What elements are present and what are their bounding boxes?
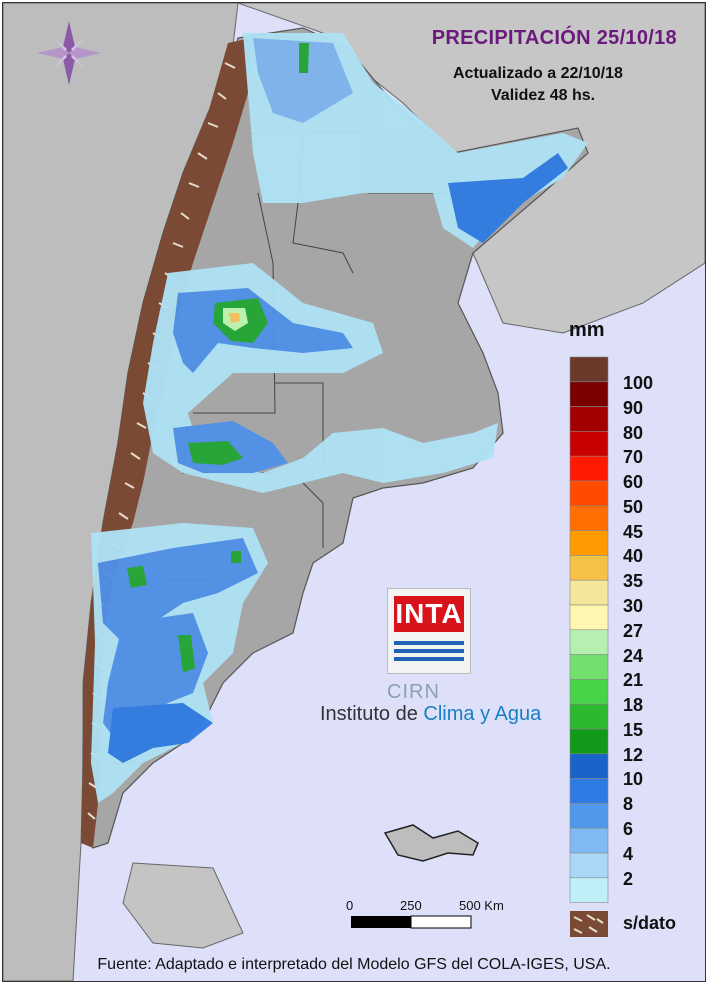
legend-label-100: 100: [623, 373, 654, 393]
legend-swatch-40: [569, 530, 609, 556]
legend-swatch-50: [569, 480, 609, 507]
precip-patagonia-15mm-b: [231, 551, 241, 563]
legend-no-data-texture: [573, 914, 604, 934]
cirn-logo: CIRN: [387, 681, 440, 703]
map-canvas: [3, 3, 705, 981]
legend-swatch-60: [569, 455, 609, 482]
legend-swatch-8: [569, 778, 609, 804]
legend-label-70: 70: [623, 447, 644, 467]
legend-swatch-4: [569, 827, 609, 854]
legend-swatch-24: [569, 629, 609, 655]
legend-swatch-10: [569, 753, 609, 779]
legend-swatch-27: [569, 604, 609, 631]
scale-label-250: 250: [400, 898, 422, 913]
precip-cuyo-35mm: [229, 313, 240, 323]
legend-label-35: 35: [623, 571, 644, 591]
legend-label-80: 80: [623, 423, 644, 443]
precip-north-4mm: [253, 38, 353, 123]
precip-neuquen-15mm: [188, 441, 243, 465]
legend-label-50: 50: [623, 497, 644, 517]
malvinas-islands: [383, 824, 479, 862]
legend-label-30: 30: [623, 596, 644, 616]
legend-label-10: 10: [623, 769, 644, 789]
inta-logo: INTA: [387, 588, 471, 674]
legend-label-8: 8: [623, 794, 634, 814]
precipitation-field: [91, 33, 588, 803]
legend-label-27: 27: [623, 621, 644, 641]
scale-label-0: 0: [346, 898, 354, 913]
map-title: PRECIPITACIÓN 25/10/18: [431, 27, 677, 49]
legend-label-40: 40: [623, 546, 644, 566]
precip-south-15mm: [178, 635, 195, 673]
legend-swatch-0: [569, 877, 609, 903]
legend-swatch-100: [569, 356, 609, 383]
precip-south-8mm: [108, 703, 213, 763]
legend-swatch-70: [569, 431, 609, 457]
legend-swatch-2: [569, 852, 609, 879]
legend-label-21: 21: [623, 670, 644, 690]
source-footer: Fuente: Adaptado e interpretado del Mode…: [97, 956, 611, 973]
precip-patagonia-6mm: [98, 538, 258, 643]
legend-label-2: 2: [623, 869, 634, 889]
legend-swatch-80: [569, 406, 609, 432]
precip-patagonia-15mm-a: [127, 566, 147, 588]
precip-north-green: [299, 43, 309, 73]
legend-no-data-label: s/dato: [623, 913, 677, 933]
legend-swatch-6: [569, 803, 609, 829]
legend-label-18: 18: [623, 695, 644, 715]
legend-label-90: 90: [623, 398, 644, 418]
legend-swatch-45: [569, 505, 609, 531]
scale-label-500: 500 Km: [459, 898, 504, 913]
scale-bar: [351, 915, 472, 929]
tierra-del-fuego-south: [122, 862, 244, 949]
legend-swatch-90: [569, 381, 609, 407]
legend-label-45: 45: [623, 522, 644, 542]
legend-swatch-15: [569, 703, 609, 730]
legend-label-12: 12: [623, 745, 644, 765]
legend-swatch-18: [569, 679, 609, 705]
updated-label: Actualizado a 22/10/18: [453, 65, 623, 82]
legend-color-bar: [569, 356, 609, 903]
legend-unit: mm: [569, 319, 605, 341]
legend-label-4: 4: [623, 844, 634, 864]
legend-swatch-21: [569, 654, 609, 680]
inta-logo-text: INTA: [394, 596, 464, 632]
legend-label-60: 60: [623, 472, 644, 492]
legend-swatch-30: [569, 579, 609, 606]
validity-label: Validez 48 hs.: [491, 87, 596, 104]
institute-name: Instituto de Clima y Agua: [320, 703, 542, 725]
legend-label-15: 15: [623, 720, 644, 740]
compass-rose-icon: [37, 21, 101, 85]
legend-no-data-swatch: [570, 911, 608, 937]
legend-label-24: 24: [623, 646, 644, 666]
precip-ne-8mm: [448, 153, 568, 243]
legend-swatch-12: [569, 728, 609, 755]
legend-label-6: 6: [623, 819, 634, 839]
legend-swatch-35: [569, 555, 609, 581]
